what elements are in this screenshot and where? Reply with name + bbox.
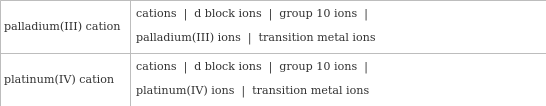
Text: cations  |  d block ions  |  group 10 ions  |: cations | d block ions | group 10 ions | [136,9,369,20]
Text: palladium(III) ions  |  transition metal ions: palladium(III) ions | transition metal i… [136,33,376,45]
Text: cations  |  d block ions  |  group 10 ions  |: cations | d block ions | group 10 ions | [136,62,369,73]
Text: palladium(III) cation: palladium(III) cation [4,21,121,32]
Text: platinum(IV) cation: platinum(IV) cation [4,74,115,85]
Text: platinum(IV) ions  |  transition metal ions: platinum(IV) ions | transition metal ion… [136,86,370,98]
